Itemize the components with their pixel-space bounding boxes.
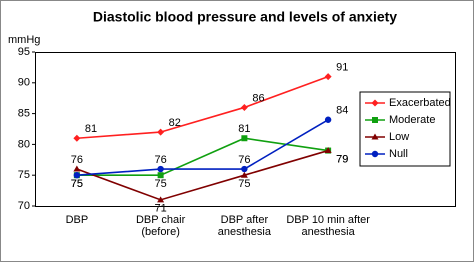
marker — [324, 147, 332, 154]
marker — [157, 165, 164, 173]
series: 76 71 75 79 — [71, 147, 348, 215]
legend-label: Exacerbated — [389, 97, 451, 109]
data-label: 75 — [238, 178, 250, 190]
marker — [157, 196, 165, 203]
legend-label: Low — [389, 131, 409, 143]
y-tick-label: 70 — [18, 200, 30, 212]
marker — [73, 172, 81, 179]
y-tick-label: 90 — [18, 77, 30, 89]
data-label: 84 — [336, 105, 348, 117]
y-axis-label: mmHg — [8, 34, 40, 46]
marker — [73, 165, 81, 172]
data-label: 82 — [169, 117, 181, 129]
data-label: 79 — [336, 153, 348, 165]
y-tick-label: 75 — [18, 169, 30, 181]
data-label: 76 — [155, 154, 167, 166]
chart-title: Diastolic blood pressure and levels of a… — [93, 9, 397, 25]
series-line — [76, 75, 329, 140]
legend-marker — [372, 117, 378, 123]
x-tick-label: DBP — [65, 214, 89, 226]
data-label: 75 — [71, 178, 83, 190]
marker — [324, 73, 332, 81]
data-label: 76 — [71, 154, 83, 166]
legend-label: Moderate — [389, 114, 435, 126]
data-label: 75 — [71, 178, 83, 190]
legend-marker — [371, 99, 379, 107]
y-tick-label: 80 — [18, 138, 30, 150]
data-label: 91 — [336, 62, 348, 74]
marker — [241, 135, 248, 142]
y-tick-label: 85 — [18, 108, 30, 120]
legend-marker — [371, 133, 379, 140]
plot-frame — [35, 52, 456, 207]
series: 75 76 76 84 — [71, 105, 349, 190]
x-tick-label: DBP 10 min after anesthesia — [286, 214, 370, 238]
marker — [157, 128, 165, 136]
marker — [324, 116, 332, 123]
data-label: 79 — [336, 153, 348, 165]
data-label: 76 — [238, 154, 250, 166]
series-line — [76, 149, 329, 201]
x-tick-label: DBP chair (before) — [135, 214, 186, 238]
legend-label: Null — [389, 148, 408, 160]
data-label: 86 — [252, 92, 264, 104]
data-label: 75 — [155, 178, 167, 190]
series: 81 82 86 91 — [73, 62, 348, 142]
x-tick-label: DBP after anesthesia — [217, 214, 271, 238]
marker — [241, 165, 248, 173]
data-label: 81 — [85, 123, 97, 135]
legend-marker — [371, 150, 379, 158]
series-line — [76, 119, 329, 176]
marker — [240, 103, 248, 111]
marker — [73, 134, 81, 142]
data-label: 71 — [155, 203, 167, 215]
marker — [240, 171, 248, 178]
y-tick-label: 95 — [18, 46, 30, 58]
marker — [157, 172, 164, 179]
data-label: 81 — [238, 123, 250, 135]
